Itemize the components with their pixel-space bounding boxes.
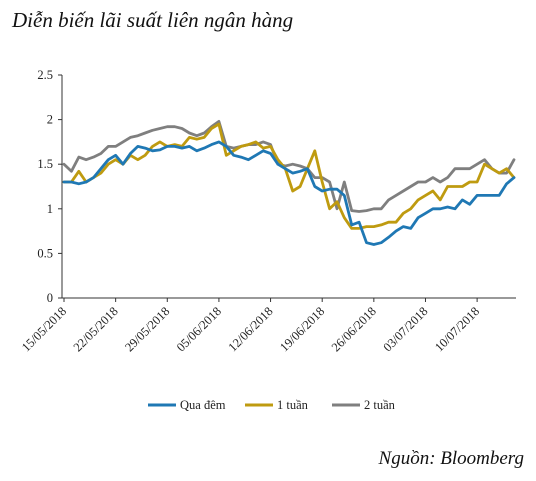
- series-line-3: [62, 120, 516, 213]
- y-tick-label: 2.5: [37, 68, 53, 82]
- y-tick-label: 0: [47, 291, 53, 305]
- source-note: Nguồn: Bloomberg: [378, 448, 524, 469]
- legend-label: Qua đêm: [180, 398, 226, 412]
- x-tick-label: 22/05/2018: [71, 304, 121, 354]
- series-line-2: [62, 122, 516, 230]
- legend-label: 1 tuần: [277, 398, 309, 412]
- chart-title: Diễn biến lãi suất liên ngân hàng: [12, 8, 294, 32]
- x-tick-label: 26/06/2018: [329, 304, 379, 354]
- x-tick-label: 19/06/2018: [277, 304, 327, 354]
- y-tick-label: 1.5: [37, 157, 53, 171]
- x-tick-label: 10/07/2018: [432, 304, 482, 354]
- x-tick-label: 05/06/2018: [174, 304, 224, 354]
- y-tick-label: 1: [47, 202, 53, 216]
- x-tick-label: 03/07/2018: [380, 304, 430, 354]
- legend-label: 2 tuần: [364, 398, 396, 412]
- chart-axes: 0 0.5 1 1.5 2 2.5: [37, 68, 516, 305]
- y-tick-label: 0.5: [37, 246, 53, 260]
- x-tick-label: 29/05/2018: [122, 304, 172, 354]
- x-tick-label: 12/06/2018: [226, 304, 276, 354]
- chart-series-lines: [62, 120, 516, 246]
- x-axis-ticks: 15/05/2018 22/05/2018 29/05/2018 05/06/2018…: [19, 298, 482, 354]
- y-tick-label: 2: [47, 113, 53, 127]
- series-line-1: [62, 140, 516, 246]
- x-tick-label: 15/05/2018: [19, 304, 69, 354]
- chart-legend: Qua đêm 1 tuần 2 tuần: [148, 398, 396, 412]
